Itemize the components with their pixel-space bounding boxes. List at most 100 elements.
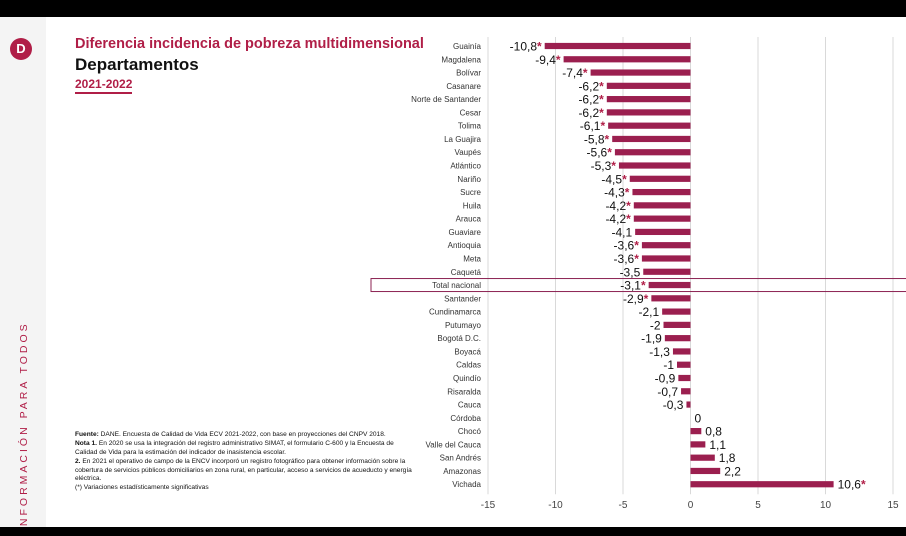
data-label: -6,2* — [578, 93, 604, 107]
data-label: -0,3 — [663, 398, 684, 412]
data-label: -1 — [663, 358, 674, 372]
data-label: 2,2 — [724, 464, 741, 478]
data-label: -2,1 — [638, 305, 659, 319]
note-2: 2. En 2021 el operativo de campo de la E… — [75, 458, 412, 483]
data-label: -9,4* — [535, 53, 561, 67]
data-label: -3,6* — [614, 252, 640, 266]
bar — [677, 361, 691, 368]
category-label: Amazonas — [443, 467, 481, 476]
category-label: Bolívar — [456, 69, 481, 78]
bar — [629, 175, 691, 182]
category-label: Quindío — [453, 374, 482, 383]
category-label: Arauca — [456, 215, 482, 224]
x-tick-label: 10 — [820, 500, 832, 511]
category-label: Huila — [463, 201, 482, 210]
bar — [614, 149, 691, 156]
data-label: 0,8 — [705, 425, 722, 439]
bar — [648, 281, 691, 289]
x-tick-label: -10 — [548, 500, 563, 511]
bar — [643, 268, 691, 275]
x-tick-label: -15 — [481, 500, 496, 511]
bar — [606, 96, 691, 103]
bar — [563, 56, 691, 63]
bar — [690, 454, 715, 461]
dane-logo-icon: D — [10, 38, 32, 60]
bar — [690, 481, 834, 488]
category-label: Norte de Santander — [411, 95, 481, 104]
category-label: San Andrés — [440, 454, 481, 463]
category-label: Vichada — [452, 480, 481, 489]
category-label: Atlántico — [450, 162, 481, 171]
data-label: -1,3 — [649, 345, 670, 359]
sidebar: D INFORMACIÓN PARA TODOS — [0, 17, 46, 527]
bar — [606, 82, 691, 89]
data-label: -4,2* — [605, 199, 631, 213]
data-label: -4,1 — [611, 225, 632, 239]
category-label: Sucre — [460, 188, 481, 197]
bar — [606, 109, 691, 116]
bar — [641, 255, 691, 262]
x-tick-label: 5 — [755, 500, 761, 511]
data-label: 0 — [695, 411, 702, 425]
bar — [632, 188, 691, 196]
data-label: -6,1* — [580, 119, 606, 133]
bar — [662, 308, 691, 315]
data-label: -3,6* — [614, 239, 640, 253]
bar — [672, 348, 691, 355]
data-label: -4,3* — [604, 186, 630, 200]
bar — [664, 335, 691, 342]
data-label: -3,5 — [620, 265, 641, 279]
bar — [690, 467, 721, 475]
data-label: -0,7 — [657, 385, 678, 399]
note-1: Nota 1. En 2020 se usa la integración de… — [75, 440, 394, 456]
data-label: -0,9 — [655, 372, 676, 386]
bar — [612, 135, 691, 143]
category-label: Guaviare — [449, 228, 482, 237]
x-tick-label: -5 — [619, 500, 628, 511]
category-label: Vaupés — [454, 148, 481, 157]
category-label: Valle del Cauca — [426, 440, 482, 449]
category-label: Nariño — [457, 175, 481, 184]
category-label: Caldas — [456, 361, 481, 370]
category-label: Magdalena — [441, 55, 481, 64]
bar — [633, 215, 691, 222]
category-label: La Guajira — [444, 135, 481, 144]
bar — [686, 401, 691, 408]
x-tick-label: 15 — [887, 500, 899, 511]
bar — [663, 321, 691, 328]
category-label: Boyacá — [454, 347, 481, 356]
bar — [635, 228, 691, 236]
chart-title: Diferencia incidencia de pobreza multidi… — [75, 36, 424, 52]
source-note: Fuente: DANE. Encuesta de Calidad de Vid… — [75, 431, 386, 438]
highlight-box — [370, 278, 906, 293]
data-label: -5,8* — [584, 132, 610, 146]
bar — [651, 295, 691, 302]
category-label: Cesar — [460, 108, 482, 117]
bar — [544, 42, 691, 50]
bar — [681, 388, 691, 395]
category-label: Antioquia — [448, 241, 482, 250]
bar — [618, 162, 691, 169]
category-label: Cauca — [458, 401, 482, 410]
category-label: Cundinamarca — [429, 308, 482, 317]
data-label: -4,5* — [601, 172, 627, 186]
data-label: -10,8* — [510, 40, 542, 54]
bar — [678, 374, 691, 382]
data-label: -5,6* — [587, 146, 613, 160]
x-tick-label: 0 — [688, 500, 694, 511]
bar — [633, 202, 691, 209]
bar — [690, 428, 702, 435]
data-label: -3,1* — [620, 279, 646, 293]
slide: D INFORMACIÓN PARA TODOS Diferencia inci… — [0, 17, 906, 527]
category-label: Santander — [444, 294, 481, 303]
bar — [608, 122, 691, 129]
category-label: Bogotá D.C. — [437, 334, 481, 343]
data-label: -1,9 — [641, 332, 662, 346]
data-label: 1,1 — [709, 438, 726, 452]
category-label: Guainía — [453, 42, 482, 51]
chart-subtitle: Departamentos — [75, 55, 199, 74]
category-label: Chocó — [458, 427, 482, 436]
data-label: -4,2* — [605, 212, 631, 226]
data-label: 10,6* — [838, 478, 866, 492]
data-label: 1,8 — [719, 451, 736, 465]
